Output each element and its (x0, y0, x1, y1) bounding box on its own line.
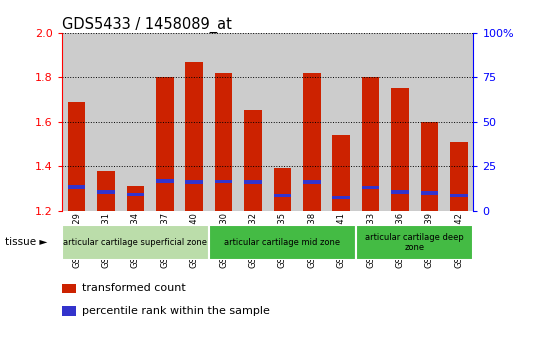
Bar (91, 33, 121, 211)
Bar (332, 196, 350, 199)
Bar (185, 180, 203, 184)
Text: articular cartilage superficial zone: articular cartilage superficial zone (63, 238, 207, 247)
Text: articular cartilage mid zone: articular cartilage mid zone (224, 238, 341, 247)
Bar (362, 77, 379, 211)
Bar (273, 168, 291, 211)
Bar (444, 33, 473, 211)
Bar (450, 193, 468, 197)
Bar (356, 225, 473, 260)
Text: percentile rank within the sample: percentile rank within the sample (82, 306, 270, 316)
Bar (303, 73, 321, 211)
Bar (62, 306, 76, 315)
Bar (362, 185, 379, 189)
Bar (215, 180, 232, 183)
Bar (356, 33, 385, 211)
Text: GDS5433 / 1458089_at: GDS5433 / 1458089_at (62, 16, 232, 33)
Text: tissue ►: tissue ► (5, 237, 48, 247)
Bar (62, 33, 91, 211)
Bar (68, 185, 86, 189)
Bar (327, 33, 356, 211)
Bar (215, 73, 232, 211)
Bar (450, 142, 468, 211)
Bar (121, 33, 150, 211)
Bar (421, 191, 438, 195)
Bar (238, 33, 267, 211)
Bar (391, 88, 409, 211)
Bar (62, 284, 76, 293)
Bar (97, 190, 115, 193)
Bar (244, 110, 262, 211)
Bar (156, 77, 174, 211)
Bar (209, 33, 238, 211)
Bar (303, 180, 321, 184)
Text: articular cartilage deep
zone: articular cartilage deep zone (365, 233, 464, 252)
Bar (62, 225, 209, 260)
Bar (391, 190, 409, 193)
Bar (185, 62, 203, 211)
Bar (297, 33, 327, 211)
Bar (150, 33, 180, 211)
Bar (156, 179, 174, 183)
Bar (332, 135, 350, 211)
Bar (68, 102, 86, 211)
Bar (180, 33, 209, 211)
Bar (385, 33, 415, 211)
Bar (126, 186, 144, 211)
Bar (273, 193, 291, 197)
Bar (126, 193, 144, 196)
Bar (415, 33, 444, 211)
Bar (244, 180, 262, 184)
Bar (267, 33, 297, 211)
Bar (97, 171, 115, 211)
Bar (209, 225, 356, 260)
Text: transformed count: transformed count (82, 283, 186, 293)
Bar (421, 122, 438, 211)
